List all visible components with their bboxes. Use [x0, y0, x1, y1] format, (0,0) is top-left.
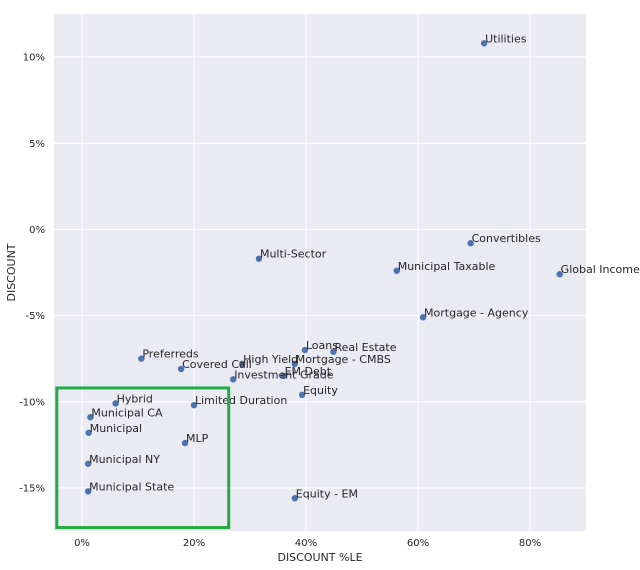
- x-tick-label: 60%: [407, 538, 429, 549]
- data-point: [177, 365, 185, 373]
- data-point: [238, 360, 246, 368]
- data-point-label: Investment Grade: [234, 368, 334, 381]
- data-point-label: Limited Duration: [195, 394, 287, 407]
- data-point: [255, 255, 263, 262]
- x-tick-label: 20%: [183, 538, 205, 549]
- data-point-label: Municipal Taxable: [398, 260, 496, 273]
- data-point: [480, 40, 488, 47]
- data-point-label: Equity - EM: [296, 487, 358, 500]
- y-tick-label: 10%: [23, 53, 45, 64]
- data-point: [291, 360, 298, 368]
- data-point: [85, 429, 92, 436]
- y-tick-label: 5%: [29, 139, 45, 150]
- data-point: [230, 376, 237, 383]
- data-point-label: Global Income: [561, 263, 640, 276]
- data-point: [87, 414, 94, 421]
- data-point: [138, 355, 145, 362]
- data-point: [556, 271, 563, 278]
- data-point: [112, 400, 119, 407]
- data-point-label: Loans: [306, 339, 338, 352]
- data-point-label: Covered Call: [182, 358, 252, 371]
- data-point: [190, 401, 198, 409]
- data-point-label: Real Estate: [334, 341, 396, 354]
- y-tick-label: -15%: [19, 483, 45, 494]
- highlight-box: [55, 386, 231, 530]
- data-point-label: Equity: [303, 384, 338, 397]
- data-point: [291, 495, 298, 502]
- data-point-labels: Utilities Convertibles Municipal Taxable Gl…: [89, 32, 640, 500]
- data-point-label: EM Debt: [285, 365, 332, 378]
- x-tick-label: 0%: [74, 538, 90, 549]
- data-point-label: Municipal: [90, 422, 142, 435]
- data-point: [301, 346, 309, 354]
- data-point-label: Multi-Sector: [260, 248, 327, 261]
- data-point-label: Utilities: [485, 32, 527, 45]
- y-axis-label: DISCOUNT: [5, 243, 18, 301]
- data-point-label: Mortgage - Agency: [424, 306, 529, 319]
- data-point: [84, 460, 92, 467]
- data-point: [298, 391, 306, 399]
- x-axis-label: DISCOUNT %LE: [277, 551, 362, 564]
- data-point-label: Convertibles: [472, 232, 541, 245]
- data-point: [393, 267, 400, 274]
- data-point: [84, 488, 92, 495]
- x-tick-label: 80%: [519, 538, 541, 549]
- plot-background: [54, 14, 586, 531]
- data-point: [330, 348, 337, 355]
- data-point-label: Municipal State: [89, 480, 174, 493]
- y-tick-label: -10%: [19, 397, 45, 408]
- data-point: [467, 240, 474, 247]
- data-point-label: Preferreds: [142, 348, 198, 361]
- y-tick-label: 0%: [29, 225, 45, 236]
- data-point: [181, 439, 189, 447]
- data-point-label: Mortgage - CMBS: [296, 353, 391, 366]
- grid-lines: [54, 14, 586, 531]
- data-point-label: High Yield: [243, 353, 298, 366]
- x-tick-label: 40%: [295, 538, 317, 549]
- data-point-label: MLP: [186, 432, 209, 445]
- y-tick-label: -5%: [26, 311, 45, 322]
- data-point: [419, 314, 427, 321]
- data-point-label: Hybrid: [117, 392, 153, 405]
- data-point-label: Municipal CA: [91, 406, 163, 419]
- data-point-label: Municipal NY: [89, 453, 160, 466]
- data-points: [84, 40, 563, 502]
- data-point: [280, 372, 287, 380]
- y-tick-labels: 10% 5% 0% -5% -10% -15%: [19, 53, 45, 495]
- x-tick-labels: 0% 20% 40% 60% 80%: [74, 538, 541, 549]
